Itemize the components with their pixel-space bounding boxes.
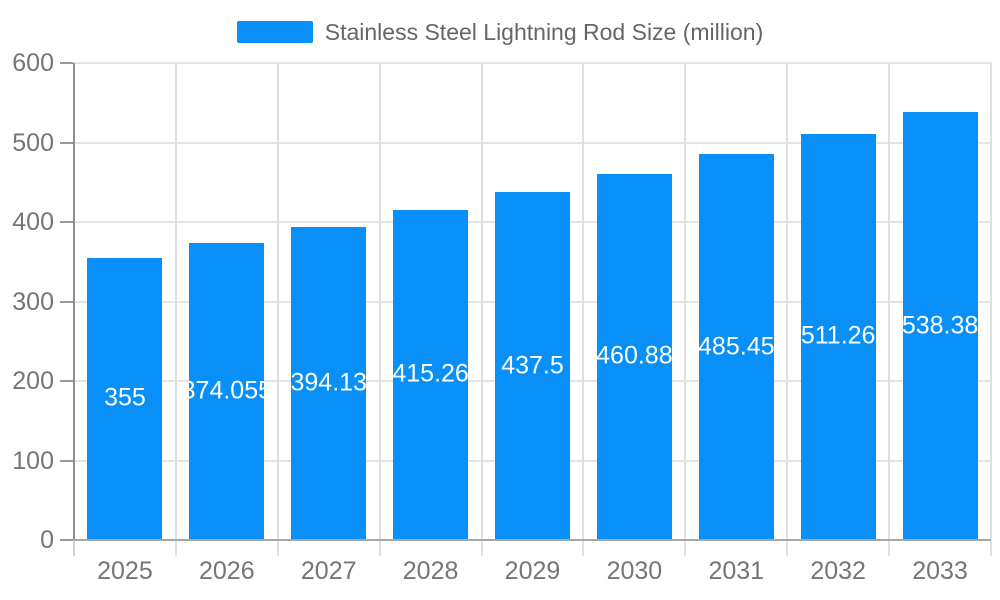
y-axis-tick-label: 500 bbox=[12, 128, 54, 157]
vertical-gridline bbox=[990, 63, 992, 556]
vertical-gridline bbox=[684, 63, 687, 556]
y-axis-tick bbox=[60, 380, 73, 382]
bar-value-label: 394.13 bbox=[291, 368, 367, 397]
x-axis-tick-label: 2033 bbox=[912, 557, 968, 585]
legend-swatch-icon bbox=[236, 21, 313, 43]
x-axis-line bbox=[74, 539, 991, 541]
vertical-gridline bbox=[378, 63, 381, 556]
y-axis-tick bbox=[60, 459, 73, 462]
vertical-gridline bbox=[888, 63, 891, 556]
y-axis-tick bbox=[60, 300, 73, 303]
x-axis-tick-label: 2026 bbox=[199, 557, 255, 585]
vertical-gridline bbox=[582, 63, 585, 556]
x-axis-tick-label: 2027 bbox=[300, 557, 357, 585]
plot-area: 355 374.055 394.13 415.26 437.5 460.88 485.45 5… bbox=[60, 62, 992, 556]
legend-item[interactable]: Stainless Steel Lightning Rod Size (mill… bbox=[0, 18, 1000, 46]
x-axis-tick-label: 2029 bbox=[504, 557, 561, 585]
y-axis-tick-label: 0 bbox=[40, 526, 54, 554]
y-axis-tick bbox=[60, 221, 73, 223]
bar-value-label: 511.26 bbox=[800, 321, 876, 350]
y-axis-tick bbox=[60, 62, 73, 64]
vertical-gridline bbox=[174, 63, 177, 556]
x-axis-tick-label: 2025 bbox=[97, 557, 153, 585]
y-axis-tick-label: 300 bbox=[12, 287, 54, 316]
bar-2028[interactable]: 415.26 bbox=[393, 209, 469, 539]
bar-value-label: 538.38 bbox=[902, 311, 978, 339]
bar-value-label: 437.5 bbox=[501, 351, 564, 380]
bar-value-label: 415.26 bbox=[393, 359, 469, 388]
x-axis-tick-label: 2031 bbox=[708, 557, 765, 585]
x-axis-tick-label: 2030 bbox=[606, 557, 663, 585]
y-axis-tick-extension bbox=[73, 540, 75, 556]
bar-2031[interactable]: 485.45 bbox=[698, 154, 774, 539]
x-axis-tick-label: 2032 bbox=[810, 557, 866, 585]
y-axis-tick-label: 200 bbox=[12, 367, 54, 395]
bar-value-label: 460.88 bbox=[596, 341, 672, 370]
bar-2029[interactable]: 437.5 bbox=[495, 192, 570, 539]
bar-2025[interactable]: 355 bbox=[87, 257, 163, 539]
bar-2027[interactable]: 394.13 bbox=[291, 226, 367, 539]
y-axis-tick-label: 600 bbox=[12, 49, 54, 77]
legend-label: Stainless Steel Lightning Rod Size (mill… bbox=[324, 19, 764, 45]
bar-2033[interactable]: 538.38 bbox=[902, 112, 978, 539]
bar-2032[interactable]: 511.26 bbox=[800, 133, 876, 539]
bar-value-label: 485.45 bbox=[698, 332, 774, 361]
horizontal-gridline bbox=[74, 141, 991, 144]
vertical-gridline bbox=[480, 63, 483, 556]
bar-2030[interactable]: 460.88 bbox=[596, 173, 672, 539]
y-axis-tick-label: 100 bbox=[12, 446, 54, 475]
y-axis-line bbox=[73, 63, 75, 540]
vertical-gridline bbox=[786, 63, 789, 556]
bar-value-label: 374.055 bbox=[189, 376, 264, 405]
bar-value-label: 355 bbox=[104, 383, 146, 412]
bar-2026[interactable]: 374.055 bbox=[189, 242, 265, 539]
x-axis-tick-label: 2028 bbox=[402, 557, 459, 585]
horizontal-gridline bbox=[74, 62, 991, 64]
y-axis-tick-label: 400 bbox=[12, 208, 54, 236]
vertical-gridline bbox=[276, 63, 279, 556]
y-axis-tick bbox=[60, 539, 73, 541]
y-axis-tick bbox=[60, 141, 73, 144]
